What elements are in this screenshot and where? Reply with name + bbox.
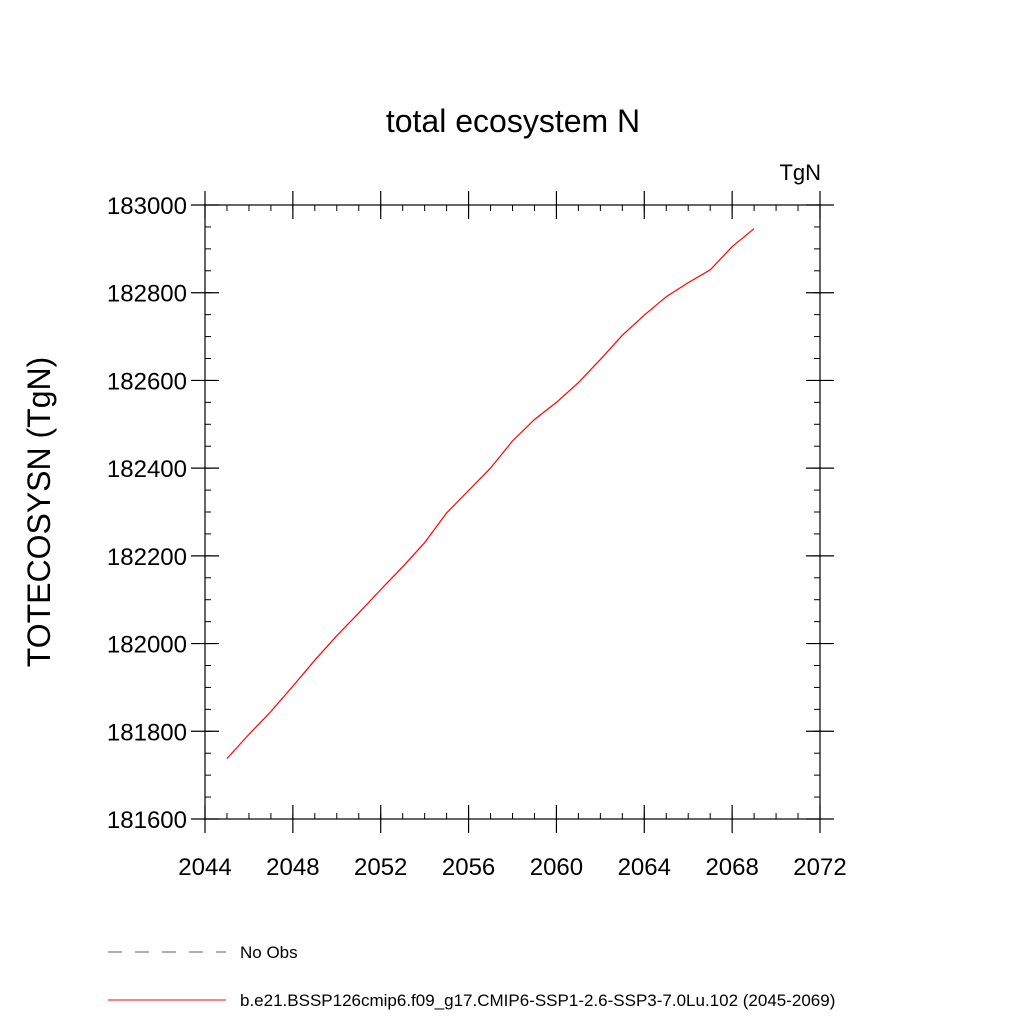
chart-title: total ecosystem N [386, 103, 640, 139]
y-axis-label: TOTECOSYSN (TgN) [21, 357, 57, 668]
units-label: TgN [779, 160, 821, 185]
series-layer [226, 228, 755, 759]
x-tick-label: 2072 [793, 854, 846, 881]
y-tick-label: 182600 [107, 368, 187, 395]
x-tick-label: 2052 [354, 854, 407, 881]
x-tick-label: 2056 [442, 854, 495, 881]
x-tick-label: 2068 [705, 854, 758, 881]
legend: No Obs b.e21.BSSP126cmip6.f09_g17.CMIP6-S… [108, 943, 835, 1010]
x-tick-label: 2060 [530, 854, 583, 881]
legend-label: No Obs [240, 943, 298, 962]
plot-frame [204, 204, 821, 820]
y-tick-label: 183000 [107, 193, 187, 220]
y-tick-label: 182400 [107, 456, 187, 483]
x-tick-label: 2064 [618, 854, 671, 881]
legend-label: b.e21.BSSP126cmip6.f09_g17.CMIP6-SSP1-2.… [240, 991, 835, 1010]
y-tick-label: 181600 [107, 807, 187, 834]
y-axis: 181600 181800 182000 182200 182400 182600 1828… [107, 193, 834, 834]
y-tick-label: 182800 [107, 281, 187, 308]
y-tick-label: 182200 [107, 544, 187, 571]
x-tick-label: 2044 [178, 854, 231, 881]
series-line [226, 228, 755, 759]
y-tick-label: 182000 [107, 632, 187, 659]
y-tick-label: 181800 [107, 719, 187, 746]
x-tick-label: 2048 [266, 854, 319, 881]
x-axis: 2044 2048 2052 2056 2060 2064 2068 2072 [178, 191, 847, 881]
